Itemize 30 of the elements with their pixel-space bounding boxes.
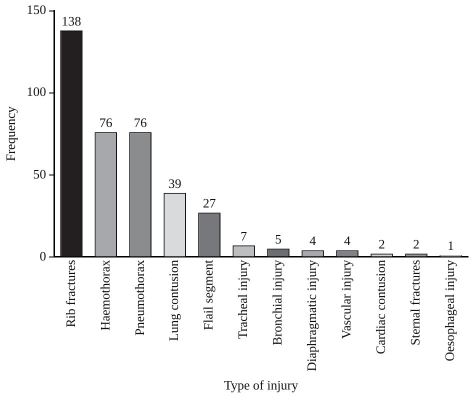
data-label: 39: [168, 176, 182, 191]
x-tick-label: Diaphragmatic injury: [304, 259, 320, 372]
y-tick-label: 100: [26, 84, 46, 100]
data-label: 4: [344, 233, 352, 248]
y-axis-title: Frequency: [3, 106, 18, 162]
x-tick-label: Lung contusion: [166, 259, 182, 342]
x-tick-label: Pneumothorax: [132, 259, 147, 336]
x-tick-label: Rib fractures: [62, 260, 78, 328]
x-tick-label: Bronchial injury: [270, 259, 285, 346]
data-label: 5: [275, 232, 282, 247]
x-tick-label: Sternal fractures: [408, 260, 423, 346]
y-tick-label: 150: [26, 2, 46, 18]
y-tick-label: 0: [40, 248, 46, 264]
data-label: 1: [448, 238, 454, 254]
x-tick-label: Cardiac contusion: [373, 259, 388, 354]
data-label: 27: [202, 195, 216, 210]
y-tick-label: 50: [33, 166, 46, 182]
data-label: 76: [134, 115, 148, 130]
x-tick-label: Flail segment: [200, 259, 216, 330]
data-label: 2: [413, 236, 420, 252]
x-tick-label: Tracheal injury: [235, 259, 250, 340]
data-label: 2: [378, 236, 386, 252]
data-label: 4: [310, 233, 317, 248]
x-tick-label: Oesophageal injury: [442, 259, 458, 362]
x-axis-title: Type of injury: [224, 378, 299, 393]
data-label: 7: [240, 228, 248, 244]
x-tick-label: Vascular injury: [338, 259, 354, 339]
data-label: 138: [62, 13, 82, 28]
x-tick-label: Haemothorax: [97, 259, 112, 331]
data-label: 76: [99, 115, 113, 130]
